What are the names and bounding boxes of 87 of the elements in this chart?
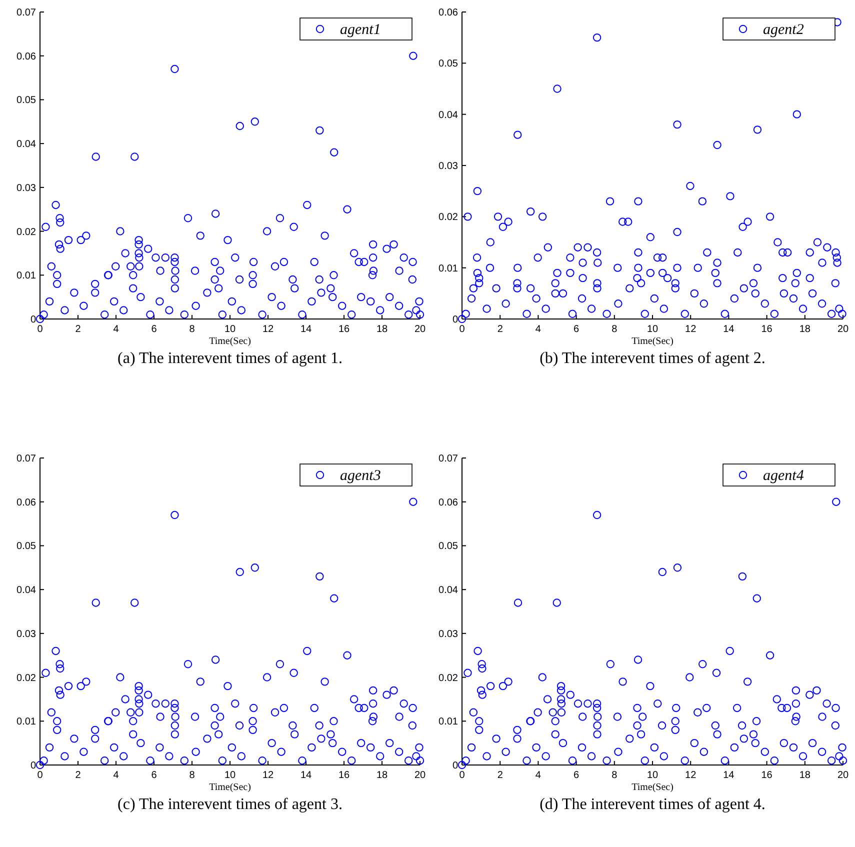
x-tick-label: 2 xyxy=(497,324,504,335)
y-tick-label: 0.06 xyxy=(438,497,458,508)
x-tick-label: 0 xyxy=(37,324,44,335)
y-tick-label: 0.04 xyxy=(16,585,36,596)
y-tick-label: 0.06 xyxy=(16,497,36,508)
x-tick-label: 12 xyxy=(685,324,697,335)
y-tick-label: 0.05 xyxy=(438,541,458,552)
x-tick-label: 10 xyxy=(224,324,236,335)
x-tick-label: 10 xyxy=(646,324,658,335)
x-tick-label: 10 xyxy=(224,770,236,781)
x-tick-label: 6 xyxy=(151,770,158,781)
x-axis-title: Time(Sec) xyxy=(209,782,251,793)
y-tick-label: 0.04 xyxy=(16,139,36,150)
y-tick-label: 0.02 xyxy=(16,226,36,238)
x-tick-label: 2 xyxy=(497,770,504,781)
text: (b) The interevent times of agent 2. xyxy=(540,350,766,367)
x-tick-label: 4 xyxy=(113,770,120,781)
x-axis-title: Time(Sec) xyxy=(632,336,674,347)
x-tick-label: 20 xyxy=(414,770,426,781)
y-tick-label: 0 xyxy=(452,760,458,772)
x-tick-label: 8 xyxy=(612,770,618,781)
x-tick-label: 12 xyxy=(262,324,274,335)
legend-label: agent4 xyxy=(763,468,804,484)
x-tick-label: 6 xyxy=(151,324,158,335)
x-tick-label: 20 xyxy=(837,324,849,335)
y-tick-label: 0.02 xyxy=(438,212,458,224)
y-tick-label: 0.03 xyxy=(438,161,458,172)
y-tick-label: 0.02 xyxy=(16,672,36,684)
x-tick-label: 20 xyxy=(414,324,426,335)
x-tick-label: 8 xyxy=(612,324,618,335)
x-axis-title: Time(Sec) xyxy=(632,782,674,793)
x-tick-label: 14 xyxy=(300,324,312,335)
x-tick-label: 14 xyxy=(300,770,312,781)
x-tick-label: 18 xyxy=(376,770,388,781)
x-tick-label: 16 xyxy=(338,324,350,335)
y-tick-label: 0.03 xyxy=(16,628,36,640)
text: (d) The interevent times of agent 4. xyxy=(540,796,766,813)
y-tick-label: 0.01 xyxy=(438,263,458,274)
x-tick-label: 0 xyxy=(459,324,466,335)
y-tick-label: 0.05 xyxy=(16,541,36,552)
x-tick-label: 6 xyxy=(574,324,580,335)
y-tick-label: 0.06 xyxy=(16,51,36,62)
x-tick-label: 16 xyxy=(761,324,773,335)
x-tick-label: 12 xyxy=(262,770,274,781)
x-tick-label: 4 xyxy=(113,324,120,335)
y-tick-label: 0.01 xyxy=(16,716,36,728)
text: (a) The interevent times of agent 1. xyxy=(118,350,342,367)
y-tick-label: 0.07 xyxy=(16,454,36,464)
legend-label: agent1 xyxy=(340,22,381,38)
y-tick-label: 0.04 xyxy=(438,585,458,596)
x-tick-label: 16 xyxy=(761,770,773,781)
y-tick-label: 0 xyxy=(30,314,36,326)
x-tick-label: 4 xyxy=(535,770,542,781)
y-tick-label: 0.05 xyxy=(16,95,36,106)
x-tick-label: 18 xyxy=(799,324,811,335)
y-tick-label: 0.05 xyxy=(438,58,458,70)
x-tick-label: 10 xyxy=(646,770,658,781)
x-tick-label: 2 xyxy=(75,324,82,335)
y-tick-label: 0.01 xyxy=(438,716,458,728)
x-tick-label: 18 xyxy=(799,770,811,781)
y-tick-label: 0.02 xyxy=(438,672,458,684)
y-tick-label: 0 xyxy=(30,760,36,772)
text: (c) The interevent times of agent 3. xyxy=(118,796,342,813)
x-tick-label: 4 xyxy=(535,324,542,335)
x-tick-label: 2 xyxy=(75,770,82,781)
x-tick-label: 8 xyxy=(189,770,196,781)
y-tick-label: 0.04 xyxy=(438,110,458,121)
y-tick-label: 0.03 xyxy=(16,182,36,194)
x-axis-title: Time(Sec) xyxy=(209,336,251,347)
x-tick-label: 0 xyxy=(37,770,44,781)
y-tick-label: 0.07 xyxy=(438,454,458,464)
y-tick-label: 0 xyxy=(452,314,458,326)
x-tick-label: 14 xyxy=(723,324,735,335)
x-tick-label: 6 xyxy=(574,770,580,781)
x-tick-label: 0 xyxy=(459,770,466,781)
y-tick-label: 0.03 xyxy=(438,628,458,640)
x-tick-label: 12 xyxy=(685,770,697,781)
legend-label: agent2 xyxy=(763,22,804,38)
x-tick-label: 18 xyxy=(376,324,388,335)
x-tick-label: 20 xyxy=(837,770,849,781)
x-tick-label: 8 xyxy=(189,324,196,335)
legend-label: agent3 xyxy=(340,468,381,484)
y-tick-label: 0.07 xyxy=(16,8,36,18)
x-tick-label: 16 xyxy=(338,770,350,781)
y-tick-label: 0.01 xyxy=(16,270,36,282)
x-tick-label: 14 xyxy=(723,770,735,781)
y-tick-label: 0.06 xyxy=(438,8,458,18)
